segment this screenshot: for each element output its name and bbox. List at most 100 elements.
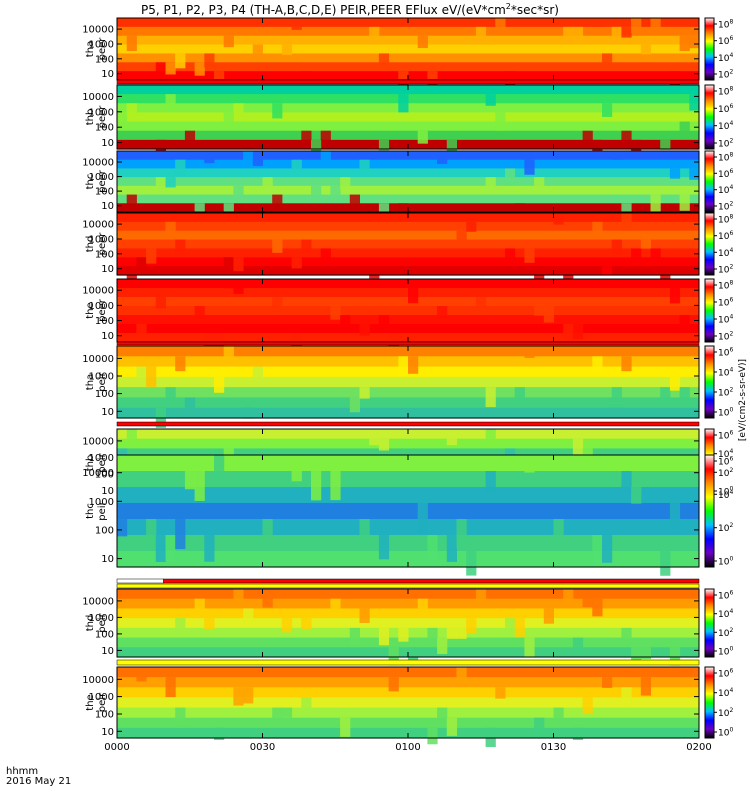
flux-texture bbox=[155, 62, 166, 78]
flux-texture bbox=[136, 366, 147, 386]
flux-texture bbox=[485, 471, 496, 493]
panel-label-product: peir bbox=[97, 692, 108, 712]
colorbar-tick-label: 104 bbox=[718, 367, 733, 379]
flux-texture bbox=[621, 356, 632, 372]
flux-texture bbox=[602, 266, 613, 276]
flux-band bbox=[117, 248, 699, 258]
flux-texture bbox=[466, 551, 477, 576]
panel-label: tha peer bbox=[85, 37, 108, 61]
colorbar-tick-label: 102 bbox=[718, 201, 733, 213]
figure-title: P5, P1, P2, P3, P4 (TH-A,B,C,D,E) PEIR,P… bbox=[141, 2, 559, 17]
flux-texture bbox=[679, 387, 690, 406]
flux-texture bbox=[301, 71, 312, 82]
status-segment bbox=[116, 341, 700, 346]
y-tick-label: 10 bbox=[101, 727, 114, 738]
colorbar-tick-label: 104 bbox=[718, 314, 733, 326]
flux-texture bbox=[427, 535, 438, 561]
flux-texture bbox=[621, 627, 632, 641]
flux-texture bbox=[611, 387, 622, 408]
flux-texture bbox=[126, 429, 137, 444]
y-tick-label: 100 bbox=[95, 525, 114, 536]
flux-texture bbox=[233, 185, 244, 196]
flux-texture bbox=[378, 627, 390, 646]
flux-texture bbox=[233, 103, 244, 113]
flux-band bbox=[117, 177, 699, 187]
flux-texture bbox=[631, 487, 642, 504]
flux-texture bbox=[359, 519, 370, 546]
flux-texture bbox=[146, 248, 157, 264]
flux-texture bbox=[543, 306, 554, 323]
flux-band bbox=[117, 535, 699, 552]
flux-texture bbox=[194, 62, 205, 76]
flux-texture bbox=[214, 376, 225, 393]
flux-texture bbox=[233, 279, 244, 294]
flux-texture bbox=[495, 18, 506, 35]
flux-band bbox=[117, 503, 699, 520]
panel-label-product: peer bbox=[97, 37, 108, 61]
flux-texture bbox=[340, 315, 351, 325]
flux-texture bbox=[223, 448, 234, 459]
flux-band bbox=[117, 637, 699, 648]
flux-texture bbox=[524, 159, 535, 175]
flux-texture bbox=[505, 248, 516, 265]
y-tick-label: 10000 bbox=[82, 675, 114, 686]
colorbar-tick-label: 104 bbox=[718, 687, 733, 699]
flux-band bbox=[117, 687, 699, 699]
panel-label-product: peer bbox=[97, 169, 108, 193]
y-tick-label: 10000 bbox=[82, 158, 114, 169]
flux-texture bbox=[301, 697, 312, 709]
flux-texture bbox=[223, 346, 234, 364]
flux-texture bbox=[301, 130, 312, 149]
flux-texture bbox=[330, 185, 341, 196]
flux-texture bbox=[223, 35, 234, 48]
flux-texture bbox=[563, 266, 574, 280]
colorbar-tick-label: 102 bbox=[718, 522, 733, 534]
panel-label-product: peir bbox=[97, 500, 108, 520]
flux-texture bbox=[437, 707, 448, 719]
colorbar bbox=[704, 588, 715, 658]
flux-band bbox=[117, 35, 699, 46]
colorbar bbox=[704, 150, 715, 213]
flux-texture bbox=[378, 139, 390, 151]
colorbar-tick-label: 100 bbox=[718, 727, 733, 739]
flux-texture bbox=[146, 519, 157, 550]
flux-band bbox=[117, 667, 699, 678]
flux-texture bbox=[243, 608, 254, 624]
y-tick-label: 100 bbox=[95, 389, 114, 400]
flux-band bbox=[117, 598, 699, 610]
panel-label-probe: tha bbox=[85, 374, 96, 390]
flux-texture bbox=[660, 551, 671, 576]
y-tick-label: 1000 bbox=[89, 497, 114, 508]
flux-texture bbox=[427, 71, 438, 88]
flux-texture bbox=[126, 103, 137, 117]
flux-texture bbox=[243, 151, 254, 165]
flux-band bbox=[117, 448, 699, 459]
colorbar-tick-label: 106 bbox=[718, 297, 733, 309]
y-tick-label: 1000 bbox=[89, 453, 114, 464]
flux-band bbox=[117, 257, 699, 267]
flux-texture bbox=[214, 333, 225, 346]
flux-texture bbox=[534, 306, 545, 316]
panel-label-product: peir bbox=[97, 371, 108, 391]
flux-texture bbox=[524, 637, 535, 657]
flux-texture bbox=[475, 26, 487, 37]
flux-band bbox=[117, 707, 699, 719]
flux-texture bbox=[146, 366, 157, 387]
flux-texture bbox=[369, 26, 380, 40]
y-tick-label: 1000 bbox=[89, 613, 114, 624]
colorbar-tick-label: 108 bbox=[718, 280, 733, 292]
flux-texture bbox=[359, 387, 370, 399]
colorbar-tick-label: 104 bbox=[718, 184, 733, 196]
spectrogram-panel: 10 100 1000 10000 thd peir 106 104 102 100 bbox=[82, 588, 733, 666]
y-tick-label: 10 bbox=[101, 264, 114, 275]
colorbar bbox=[704, 212, 715, 276]
flux-texture bbox=[272, 103, 283, 119]
flux-texture bbox=[349, 397, 360, 413]
flux-texture bbox=[281, 618, 293, 633]
flux-texture bbox=[669, 168, 681, 179]
flux-texture bbox=[592, 535, 603, 567]
flux-texture bbox=[621, 203, 632, 219]
y-tick-label: 100 bbox=[95, 469, 114, 480]
panel-label-product: peer bbox=[97, 298, 108, 322]
